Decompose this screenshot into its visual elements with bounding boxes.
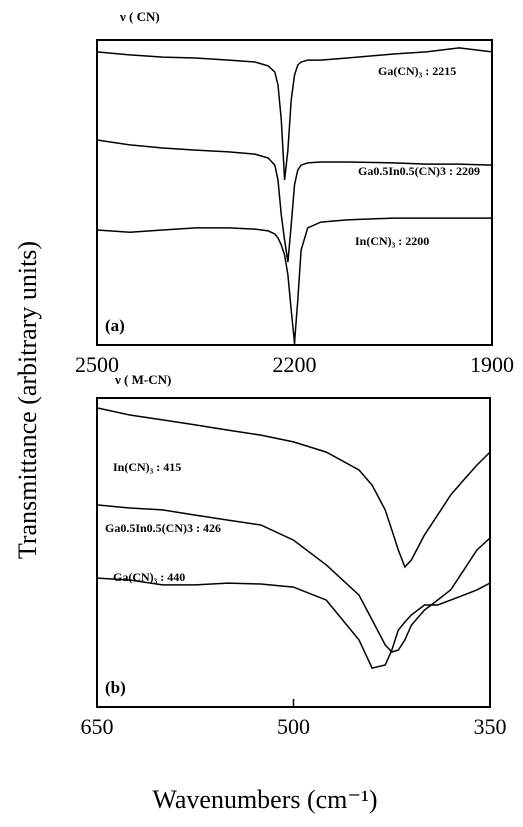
plot-frame [96,397,491,708]
x-tick-label: 2200 [273,352,317,377]
x-tick-label: 650 [81,714,114,739]
spectrum-line [96,217,492,343]
spectrum-line [96,139,493,263]
x-tick-label: 350 [474,714,507,739]
series-label: Ga0.5In0.5(CN)3 : 2209 [358,164,480,178]
x-tick-label: 1900 [470,352,514,377]
panel-title: ν ( M-CN) [114,372,171,387]
spectrum-line [96,577,491,669]
spectrum-line [96,407,491,569]
series-label: In(CN)₃ : 2200 [355,234,429,248]
spectrum-line [96,47,493,181]
series-label: In(CN)₃ : 415 [113,460,181,474]
panel-label: (a) [105,316,125,335]
x-tick-label: 2500 [75,352,119,377]
series-label: Ga(CN)₃ : 440 [113,570,185,584]
y-axis-label: Transmittance (arbitrary units) [13,241,42,559]
series-label: Ga0.5In0.5(CN)3 : 426 [105,521,221,535]
spectrum-line [96,504,491,653]
panel-title: ν ( CN) [119,9,160,24]
panel-label: (b) [105,678,126,697]
x-axis-label: Wavenumbers (cm⁻¹) [152,785,377,814]
x-tick-label: 500 [277,714,310,739]
series-label: Ga(CN)₃ : 2215 [378,64,456,78]
